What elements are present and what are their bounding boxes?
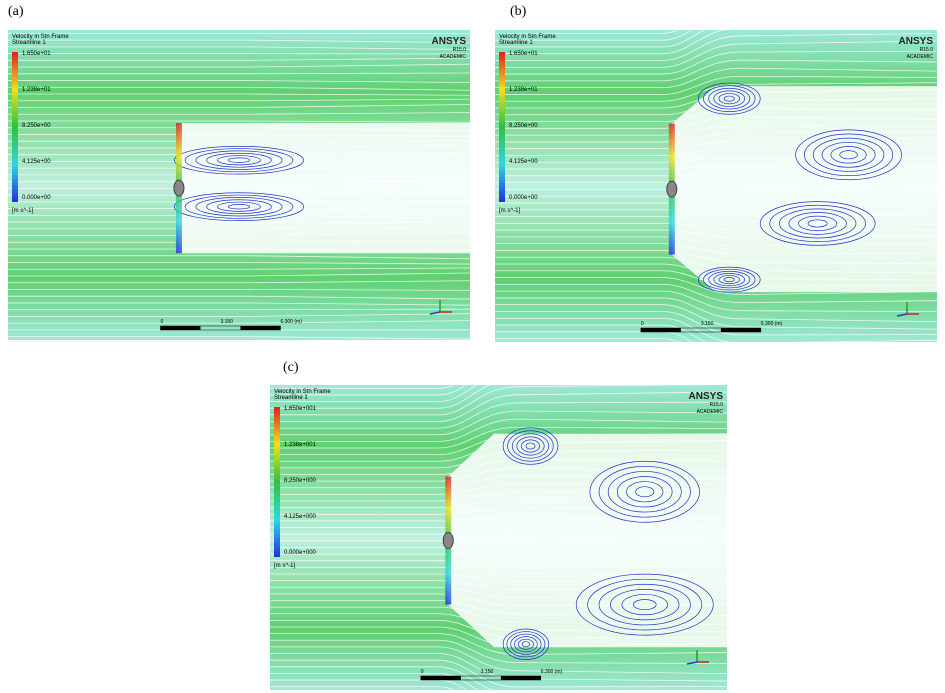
hub — [443, 533, 453, 549]
legend-subtitle: Streamline 1 — [274, 395, 308, 401]
legend-tick: 4.125e+00 — [509, 159, 538, 165]
scale-label: 6.300 (m) — [761, 321, 783, 327]
license: ACADEMIC — [440, 54, 467, 60]
license: ACADEMIC — [697, 409, 724, 415]
scale-bar — [501, 676, 541, 680]
legend-tick: 8.250e+000 — [284, 478, 317, 484]
legend-tick: 8.250e+00 — [22, 123, 51, 129]
scale-label: 3.150 — [701, 321, 714, 327]
legend-tick: 1.650e+01 — [509, 51, 538, 57]
brand: ANSYS — [899, 36, 934, 47]
units: [m s^-1] — [12, 208, 33, 214]
legend-tick: 1.650e+01 — [22, 51, 51, 57]
scale-label: 0 — [641, 321, 644, 327]
scale-bar — [240, 326, 280, 330]
scale-bar — [641, 328, 681, 332]
legend-tick: 0.000e+000 — [284, 550, 317, 556]
legend-tick: 1.650e+001 — [284, 406, 317, 412]
legend-tick: 0.000e+00 — [509, 195, 538, 201]
legend-tick: 4.125e+00 — [22, 159, 51, 165]
scale-label: 3.150 — [481, 669, 494, 675]
panel-label: (a) — [8, 4, 24, 20]
page: (a) (b) (c) Velocity in Stn FrameStreaml… — [0, 0, 945, 693]
legend-tick: 8.250e+00 — [509, 123, 538, 129]
legend-subtitle: Streamline 1 — [499, 40, 533, 46]
scale-label: 6.300 (m) — [280, 319, 302, 325]
version: R15.0 — [710, 402, 724, 408]
brand: ANSYS — [432, 36, 467, 47]
hub — [174, 180, 184, 196]
panel-label: (b) — [510, 4, 526, 20]
scale-bar — [721, 328, 761, 332]
scale-bar — [160, 326, 200, 330]
legend-tick: 1.238e+01 — [22, 87, 51, 93]
license: ACADEMIC — [907, 54, 934, 60]
units: [m s^-1] — [274, 563, 295, 569]
scale-label: 0 — [160, 319, 163, 325]
colorbar — [274, 407, 280, 557]
legend-tick: 1.238e+001 — [284, 442, 317, 448]
panel-c: Velocity in Stn FrameStreamline 11.650e+… — [270, 385, 727, 690]
hub — [667, 181, 677, 197]
scale-label: 0 — [421, 669, 424, 675]
units: [m s^-1] — [499, 208, 520, 214]
legend-tick: 4.125e+000 — [284, 514, 317, 520]
version: R15.0 — [920, 47, 934, 53]
panel-label: (c) — [283, 360, 299, 376]
version: R15.0 — [453, 47, 467, 53]
scale-bar — [421, 676, 461, 680]
scale-label: 3.150 — [220, 319, 233, 325]
legend-tick: 0.000e+00 — [22, 195, 51, 201]
brand: ANSYS — [689, 391, 724, 402]
legend-tick: 1.238e+01 — [509, 87, 538, 93]
colorbar — [499, 52, 505, 202]
legend-subtitle: Streamline 1 — [12, 40, 46, 46]
colorbar — [12, 52, 18, 202]
scale-label: 6.300 (m) — [541, 669, 563, 675]
